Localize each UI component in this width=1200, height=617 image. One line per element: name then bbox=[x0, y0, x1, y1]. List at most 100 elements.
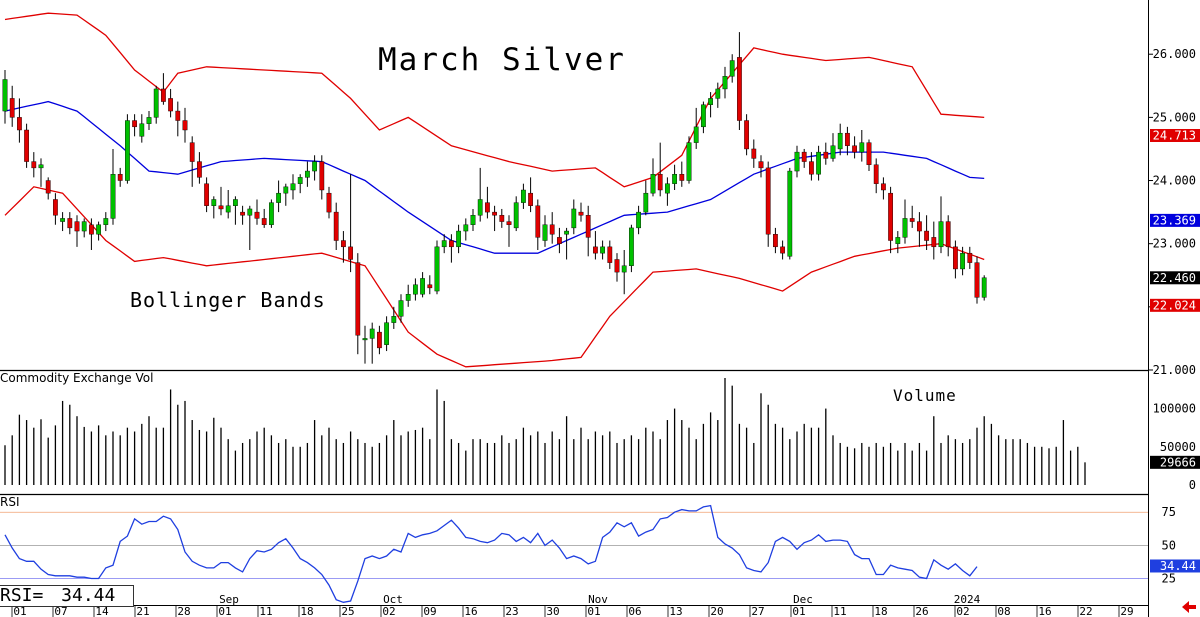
candle bbox=[888, 186, 894, 254]
volume-last-value-box bbox=[1150, 455, 1200, 469]
candle bbox=[895, 231, 901, 254]
candle-body bbox=[816, 151, 822, 175]
candle bbox=[693, 107, 699, 149]
candle bbox=[866, 139, 872, 172]
chart-frame bbox=[0, 0, 1149, 617]
candle bbox=[657, 142, 663, 197]
candle-body bbox=[708, 98, 714, 105]
candle-body bbox=[305, 170, 310, 178]
candle bbox=[607, 240, 613, 269]
candle-body bbox=[852, 145, 858, 153]
rsi-y-tick-label: 25 bbox=[1162, 571, 1176, 585]
candle bbox=[499, 208, 505, 228]
candle bbox=[557, 227, 562, 254]
x-month-label: Nov bbox=[588, 593, 608, 606]
bollinger-upper-band bbox=[4, 12, 985, 188]
candle bbox=[384, 316, 389, 352]
candle-body bbox=[67, 218, 73, 229]
x-tick-label: 01 bbox=[587, 605, 600, 617]
candle bbox=[369, 322, 375, 364]
candle-body bbox=[960, 252, 966, 270]
candle-body bbox=[809, 161, 814, 175]
candle bbox=[809, 152, 814, 181]
candle-body bbox=[621, 265, 627, 273]
candle-body bbox=[953, 246, 958, 270]
candle-body bbox=[312, 161, 317, 172]
candle bbox=[17, 98, 22, 143]
x-tick-label: 13 bbox=[669, 605, 682, 617]
candle-body bbox=[117, 174, 123, 181]
candle bbox=[953, 240, 958, 279]
price-y-tick-label: 23.000 bbox=[1153, 237, 1196, 251]
x-tick-label: 25 bbox=[341, 605, 354, 617]
candle-body bbox=[341, 240, 346, 248]
candle bbox=[218, 186, 224, 216]
candle-body bbox=[2, 79, 8, 112]
x-tick-label: 29 bbox=[1120, 605, 1133, 617]
candle-body bbox=[557, 237, 562, 244]
rsi-panel-label: RSI bbox=[0, 495, 20, 509]
candle-body bbox=[686, 142, 692, 181]
rsi-readout: RSI= 34.44 bbox=[0, 585, 134, 607]
candle bbox=[377, 325, 382, 355]
candle bbox=[441, 234, 447, 254]
candle bbox=[528, 177, 534, 213]
candle-body bbox=[845, 132, 850, 146]
candle bbox=[765, 161, 771, 247]
candle-body bbox=[160, 88, 166, 102]
candle bbox=[153, 85, 159, 124]
candle bbox=[103, 212, 109, 232]
candle bbox=[319, 155, 325, 200]
x-tick-label: 09 bbox=[423, 605, 436, 617]
candle bbox=[38, 158, 44, 187]
rsi-y-tick-label: 50 bbox=[1162, 538, 1176, 552]
x-tick-label: 14 bbox=[95, 605, 109, 617]
candle bbox=[938, 196, 944, 254]
candle bbox=[341, 231, 346, 263]
candle-body bbox=[823, 151, 829, 159]
candle-body bbox=[146, 117, 152, 124]
volume-panel-label: Commodity Exchange Vol bbox=[0, 371, 154, 385]
x-tick-label: 21 bbox=[136, 605, 149, 617]
candle bbox=[2, 70, 8, 124]
candle-body bbox=[499, 215, 505, 222]
candle bbox=[650, 158, 656, 197]
candle-body bbox=[614, 259, 620, 273]
candle-body bbox=[124, 120, 130, 181]
candlestick-series bbox=[2, 32, 987, 364]
candle bbox=[751, 139, 757, 168]
candle-body bbox=[153, 88, 159, 118]
candle bbox=[9, 85, 15, 127]
candle-body bbox=[895, 237, 901, 244]
candle-body bbox=[456, 230, 461, 248]
x-tick-label: 02 bbox=[382, 605, 395, 617]
candle bbox=[139, 114, 145, 143]
candle-body bbox=[139, 123, 145, 137]
candle-body bbox=[801, 151, 807, 162]
candle-body bbox=[722, 76, 728, 90]
candle-body bbox=[449, 240, 454, 248]
x-tick-label: 16 bbox=[464, 605, 477, 617]
candle-body bbox=[751, 148, 757, 159]
x-month-label: Sep bbox=[219, 593, 239, 606]
candle-body bbox=[672, 174, 678, 184]
candle-body bbox=[96, 224, 102, 235]
rsi-series bbox=[0, 504, 1148, 603]
candle bbox=[513, 196, 519, 232]
rsi-last-value-box bbox=[1150, 559, 1200, 573]
x-tick-label: 27 bbox=[751, 605, 764, 617]
price-y-tick-label: 21.000 bbox=[1153, 363, 1196, 377]
candle-body bbox=[9, 98, 15, 118]
candle-body bbox=[427, 284, 433, 289]
x-tick-label: 08 bbox=[997, 605, 1010, 617]
chart-title: March Silver bbox=[378, 42, 626, 78]
candle bbox=[160, 73, 166, 105]
candle bbox=[801, 148, 807, 168]
candle bbox=[117, 167, 123, 187]
candle bbox=[485, 186, 490, 219]
scroll-left-arrow-icon[interactable] bbox=[1182, 601, 1196, 613]
candle-body bbox=[333, 211, 339, 241]
candle-body bbox=[542, 224, 548, 241]
candle bbox=[74, 215, 80, 247]
candle bbox=[852, 136, 858, 159]
